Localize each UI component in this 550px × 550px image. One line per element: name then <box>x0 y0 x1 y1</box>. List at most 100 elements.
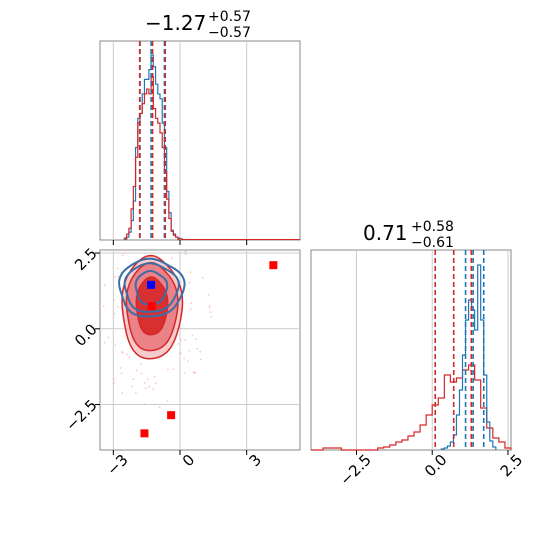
scatter-point <box>107 336 110 339</box>
joint-contour-panel <box>95 249 301 455</box>
scatter-point <box>103 284 106 287</box>
scatter-point <box>121 254 124 257</box>
scatter-point <box>188 349 191 352</box>
red-marker-3 <box>147 302 156 311</box>
y-title-upper: +0.58 <box>411 219 454 235</box>
right-tick-label-2: 2.5 <box>497 451 527 481</box>
x-tick-label-2: 3 <box>246 451 265 470</box>
scatter-point <box>126 353 128 356</box>
scatter-point <box>179 338 182 341</box>
scatter-point <box>114 344 117 347</box>
scatter-point <box>166 400 169 403</box>
scatter-point <box>209 311 212 314</box>
y-title-value: 0.71 <box>363 221 408 245</box>
y-tick-label-1: 0.0 <box>71 320 101 350</box>
scatter-point <box>208 306 211 309</box>
y-tick-label-2: 2.5 <box>71 245 101 275</box>
scatter-point <box>146 378 149 381</box>
scatter-point <box>188 281 191 284</box>
x-marginal-histogram-panel <box>99 40 301 245</box>
x-tick-label-0: −3 <box>103 451 131 479</box>
scatter-point <box>121 249 124 252</box>
scatter-point <box>113 299 115 302</box>
x-title-value: −1.27 <box>145 11 206 35</box>
scatter-point <box>199 350 202 353</box>
scatter-point <box>113 382 115 384</box>
scatter-point <box>113 312 116 315</box>
scatter-point <box>102 305 105 308</box>
y-title-lower: −0.61 <box>411 235 454 251</box>
scatter-point <box>119 366 122 369</box>
scatter-point <box>152 388 155 391</box>
right-tick-label-0: −2.5 <box>336 451 374 489</box>
y-param-title: 0.71 +0.58 −0.61 <box>363 219 454 251</box>
red-marker-2 <box>140 429 149 438</box>
scatter-point <box>155 382 157 385</box>
x-title-upper: +0.57 <box>208 9 251 25</box>
scatter-point <box>199 358 202 361</box>
scatter-point <box>187 360 190 363</box>
scatter-point <box>189 271 192 274</box>
blue-marker-0 <box>147 280 156 289</box>
scatter-point <box>153 375 156 378</box>
scatter-point <box>135 369 138 372</box>
scatter-point <box>184 252 187 255</box>
scatter-point <box>121 392 123 394</box>
y-tick-label-0: −2.5 <box>62 396 100 434</box>
scatter-point <box>184 250 187 253</box>
scatter-point <box>139 362 142 365</box>
blue-contour-2 <box>118 257 186 318</box>
scatter-point <box>144 387 147 390</box>
scatter-point <box>170 257 173 259</box>
scatter-point <box>190 302 193 304</box>
scatter-point <box>117 267 119 270</box>
y-marginal-histogram-panel <box>310 249 512 455</box>
scatter-point <box>121 351 124 354</box>
scatter-point <box>184 339 187 341</box>
scatter-point <box>122 252 125 255</box>
scatter-point <box>183 371 186 374</box>
scatter-point <box>195 338 198 341</box>
scatter-point <box>128 356 131 359</box>
scatter-point <box>143 403 146 406</box>
scatter-point <box>194 371 196 374</box>
scatter-point <box>117 275 120 278</box>
blue-contour-1 <box>123 262 180 313</box>
scatter-point <box>201 276 204 279</box>
scatter-point <box>177 343 180 345</box>
scatter-point <box>120 372 123 375</box>
scatter-point <box>183 357 185 360</box>
scatter-point <box>179 352 182 355</box>
scatter-point <box>189 308 192 311</box>
scatter-point <box>208 304 211 307</box>
right-tick-label-1: 0.0 <box>421 451 451 481</box>
y-hist-blue <box>440 264 497 450</box>
scatter-point <box>192 371 195 374</box>
x-param-title: −1.27 +0.57 −0.57 <box>145 9 251 41</box>
x-title-lower: −0.57 <box>208 25 251 41</box>
scatter-point <box>172 368 175 371</box>
scatter-point <box>134 392 137 394</box>
scatter-point <box>116 306 119 308</box>
scatter-point <box>148 385 151 388</box>
scatter-point <box>132 378 135 381</box>
red-marker-0 <box>269 261 278 270</box>
scatter-point <box>158 406 161 409</box>
x-tick-label-1: 0 <box>179 451 198 470</box>
scatter-point <box>103 341 106 344</box>
scatter-point <box>143 382 146 384</box>
scatter-point <box>191 334 194 337</box>
scatter-point <box>207 293 210 296</box>
scatter-point <box>210 316 213 318</box>
scatter-point <box>180 280 183 283</box>
scatter-point <box>99 309 102 312</box>
scatter-point <box>130 385 133 388</box>
blue-contour-0 <box>134 270 169 306</box>
scatter-point <box>112 378 115 381</box>
scatter-point <box>140 372 143 375</box>
red-marker-1 <box>167 411 176 420</box>
scatter-point <box>113 276 116 278</box>
scatter-point <box>166 368 169 371</box>
scatter-point <box>196 347 199 350</box>
